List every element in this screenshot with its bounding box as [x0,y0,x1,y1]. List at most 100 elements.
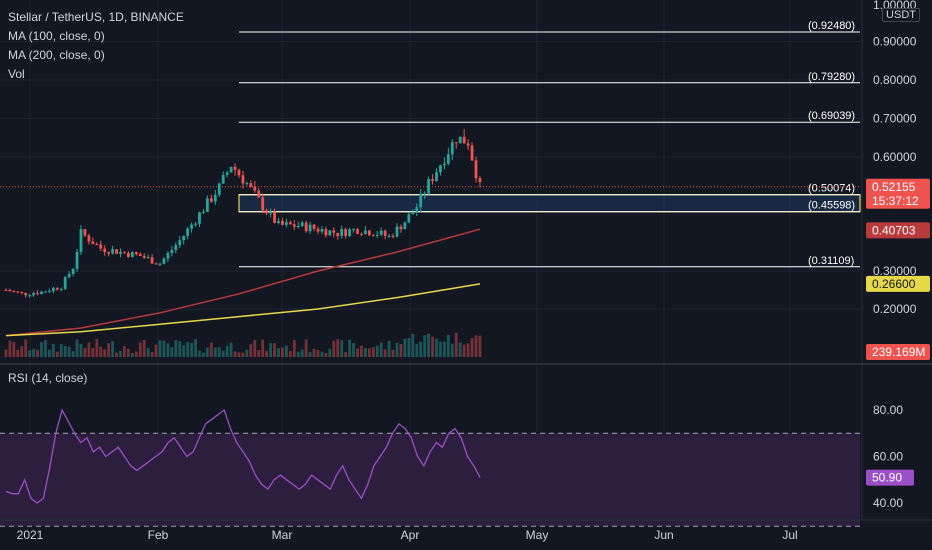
volume-bar [36,349,39,357]
candle [127,252,130,257]
price-badge-label: 0.26600 [872,277,916,291]
candle [36,293,39,295]
volume-bar [395,342,399,357]
level-label: (0.69039) [808,110,855,122]
volume-bar [446,334,450,357]
candle [474,160,478,179]
volume-bar [415,343,419,357]
candle [32,293,35,296]
volume-bar [166,343,170,357]
candle [59,288,63,290]
volume-bar [458,342,462,357]
ma100-legend[interactable]: MA (100, close, 0) [8,29,105,43]
candle [336,232,340,237]
candle [162,258,166,264]
volume-bar [20,346,24,357]
candle [91,241,95,245]
candle [170,250,174,254]
candle [391,235,395,237]
time-axis-label: Feb [148,528,169,542]
ma200-legend[interactable]: MA (200, close, 0) [8,48,105,62]
candle [213,194,217,202]
volume-bar [174,340,178,357]
candle [221,174,225,184]
candle [123,251,126,253]
candle [55,287,59,290]
volume-bar [170,347,174,357]
price-axis-label: 0.30000 [873,264,917,278]
volume-bar [300,349,304,357]
volume-bar [115,352,118,357]
candle [198,212,201,224]
price-axis-label: 0.90000 [873,35,917,49]
rsi-legend[interactable]: RSI (14, close) [8,371,88,385]
candle [225,172,229,175]
candle [308,224,312,232]
candle [352,229,355,231]
candle [324,229,328,236]
volume-legend[interactable]: Vol [8,67,25,81]
candle [237,169,241,176]
rsi-badge [866,469,914,486]
candle [12,291,16,293]
volume-bar [328,348,332,357]
volume-bar [99,346,103,357]
candle [439,165,442,173]
volume-bar [277,348,280,357]
volume-bar [225,345,229,357]
support-zone [238,194,861,213]
volume-bar [213,347,217,357]
volume-bar [367,348,371,357]
volume-bar [138,342,142,357]
volume-bar [431,336,434,357]
currency-unit-button[interactable]: USDT [882,8,920,22]
volume-bar [190,342,193,357]
volume-bar [340,340,344,357]
volume-bar [292,340,296,357]
level-label: (0.50074) [808,183,855,195]
candle [443,163,446,166]
candle [67,273,71,277]
candle [202,211,205,213]
volume-bar [186,342,190,357]
rsi-axis-label: 40.00 [873,496,903,510]
volume-bar [48,349,51,357]
candle [450,142,454,155]
candle [269,211,272,214]
volume-bar [316,349,320,357]
symbol-title[interactable]: Stellar / TetherUS, 1D, BINANCE [8,10,184,24]
volume-bar [134,351,138,357]
candle [95,244,99,246]
volume-bar [241,352,245,357]
volume-bar [360,345,363,357]
candle [395,226,399,237]
candle [371,235,375,237]
candle [115,249,118,254]
volume-bar [379,342,383,357]
candle [387,235,391,237]
rsi-axis-label: 60.00 [873,450,903,464]
candle [146,257,150,259]
candle [332,230,336,233]
candle [44,291,47,293]
level-label: (0.92480) [808,20,855,32]
volume-bar [383,349,387,357]
rsi-band [0,433,860,527]
volume-bar [16,349,20,357]
volume-bar [130,352,134,357]
volume-bar [296,351,300,357]
candle [253,186,257,191]
candle [142,255,146,258]
price-badge [866,178,930,209]
candle [364,230,367,235]
volume-bar [71,351,75,357]
volume-bar [150,352,154,357]
candle [304,222,308,232]
candle [316,228,320,232]
candle [462,136,466,144]
time-axis-label: Mar [272,528,293,542]
candle [423,193,427,195]
volume-bar [253,339,257,357]
volume-bar [32,349,35,357]
